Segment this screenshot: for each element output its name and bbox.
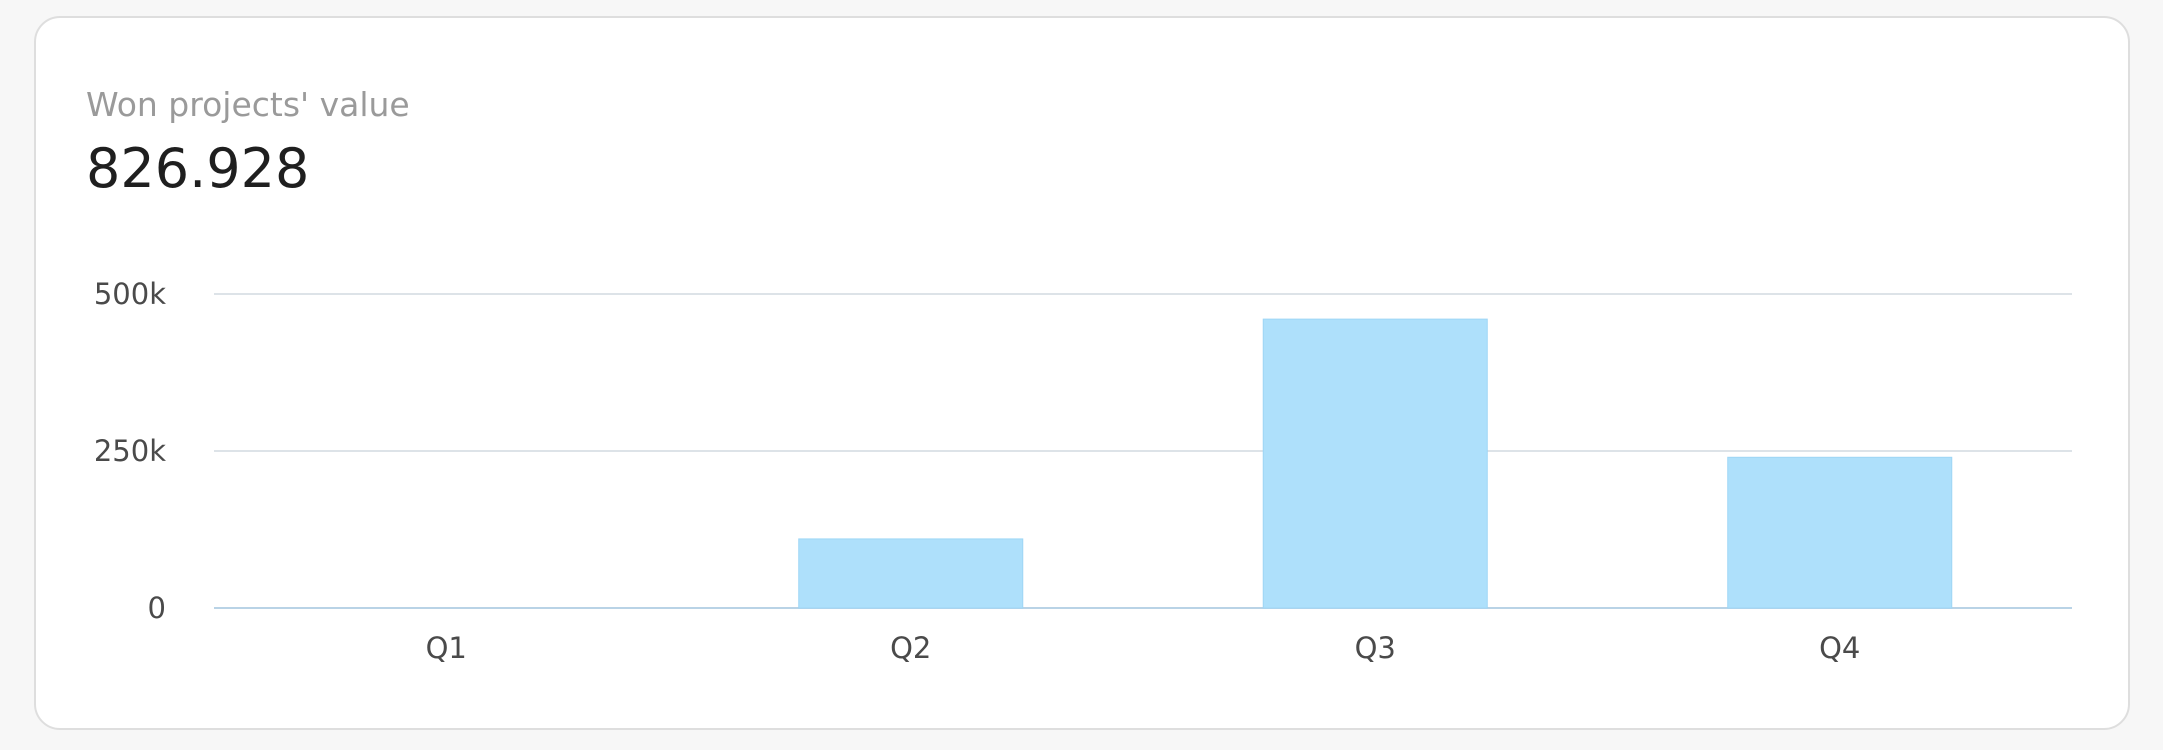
y-tick-label: 250k	[94, 434, 166, 468]
x-tick-label: Q1	[426, 631, 467, 665]
card-value: 826.928	[86, 137, 310, 200]
y-tick-label: 0	[148, 591, 166, 625]
card-title: Won projects' value	[86, 85, 410, 124]
x-tick-label: Q4	[1819, 631, 1860, 665]
x-tick-label: Q2	[890, 631, 931, 665]
chart-card: Won projects' value 826.928 0 250k 500k Q1 Q…	[34, 16, 2130, 730]
x-tick-label: Q3	[1355, 631, 1396, 665]
bar-q4[interactable]	[1727, 456, 1953, 609]
bar-chart: 0 250k 500k Q1 Q2 Q3 Q4	[94, 277, 2072, 665]
bar-q3[interactable]	[1262, 318, 1488, 609]
y-tick-label: 500k	[94, 277, 166, 311]
bar-q2[interactable]	[798, 538, 1024, 609]
